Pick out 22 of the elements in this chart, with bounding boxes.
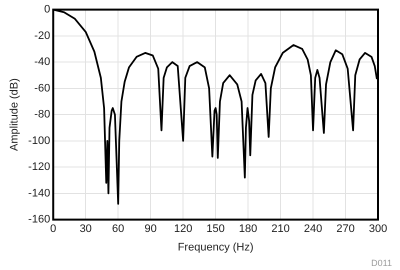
y-tick-label: -120: [28, 161, 50, 174]
x-tick-label: 240: [304, 223, 322, 236]
x-tick-label: 60: [112, 223, 124, 236]
y-tick-label: -60: [34, 82, 50, 94]
y-tick-label: -40: [34, 56, 50, 68]
x-axis-title: Frequency (Hz): [178, 241, 254, 254]
x-tick-label: 120: [174, 223, 192, 236]
y-tick-label: -140: [28, 187, 50, 200]
x-tick-label: 180: [238, 223, 258, 236]
x-tick-label: 90: [144, 223, 157, 236]
x-tick-label: 30: [80, 223, 92, 236]
text: D011: [371, 258, 392, 268]
y-tick-label: -80: [34, 108, 50, 121]
x-tick-label: 270: [336, 223, 355, 236]
y-axis-title: Amplitude (dB): [8, 78, 21, 151]
y-tick-label: -160: [28, 214, 50, 226]
x-tick-label: 210: [271, 223, 290, 236]
x-tick-label: 150: [206, 223, 225, 236]
y-tick-label: -100: [28, 134, 50, 147]
x-tick-label: 300: [368, 223, 388, 236]
y-tick-label: -20: [34, 30, 50, 42]
y-tick-label: 0: [44, 4, 50, 16]
